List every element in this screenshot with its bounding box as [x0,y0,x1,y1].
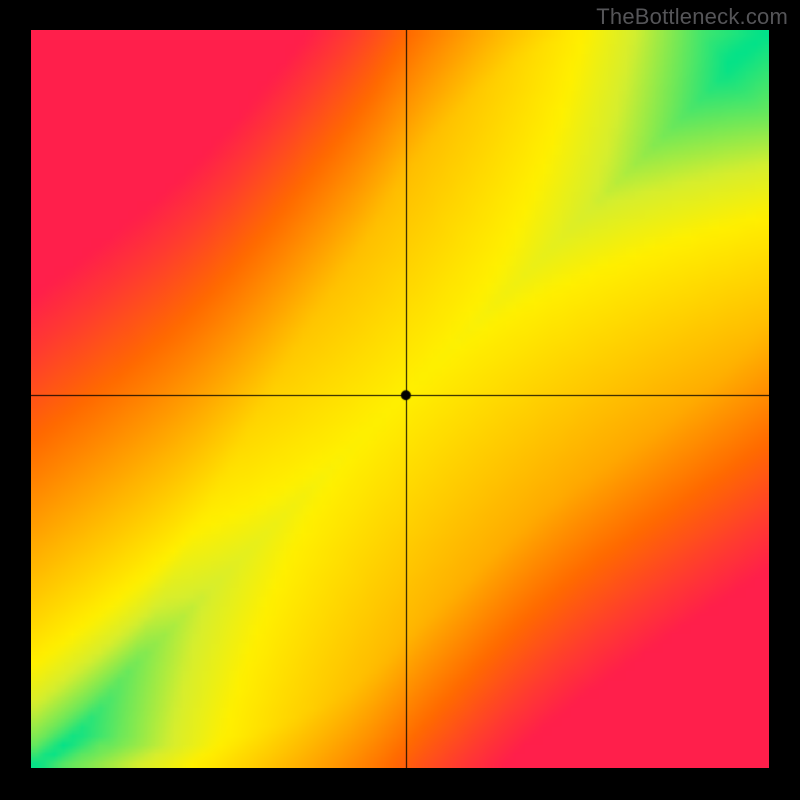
chart-container: TheBottleneck.com [0,0,800,800]
bottleneck-heatmap [31,30,769,768]
watermark-text: TheBottleneck.com [596,4,788,30]
